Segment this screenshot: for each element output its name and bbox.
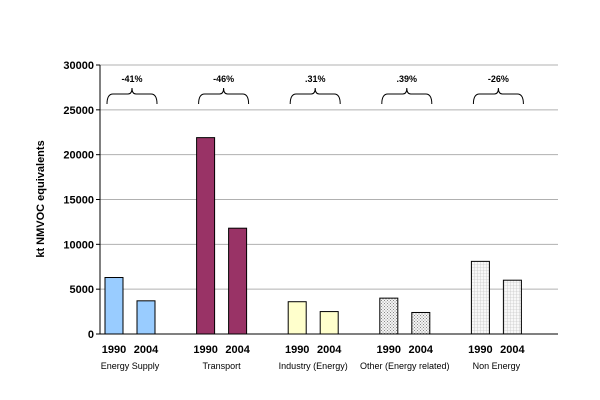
y-axis-label: kt NMVOC equivalents [35, 140, 47, 257]
x-group-label: Industry (Energy) [279, 361, 348, 371]
y-tick-label: 5000 [70, 284, 94, 296]
x-year-label: 2004 [500, 344, 525, 356]
x-year-label: 2004 [317, 344, 342, 356]
bar [379, 297, 399, 335]
bar [319, 311, 339, 335]
x-year-label: 2004 [134, 344, 159, 356]
y-tick-label: 0 [88, 329, 94, 341]
change-brace [198, 87, 250, 105]
x-group-label: Other (Energy related) [360, 361, 450, 371]
change-label: -46% [213, 74, 234, 84]
bar [196, 137, 216, 335]
bars [104, 137, 522, 335]
y-tick-label: 25000 [63, 105, 94, 117]
gridlines [100, 64, 558, 290]
change-brace [381, 87, 433, 105]
y-axis: 0 5000 10000 15000 20000 25000 30000 [63, 60, 101, 341]
bar [502, 279, 522, 335]
y-tick-label: 30000 [63, 60, 94, 72]
y-tick-label: 15000 [63, 195, 94, 207]
change-label: -26% [488, 74, 509, 84]
x-year-label: 1990 [285, 344, 309, 356]
change-brace [289, 87, 341, 105]
change-brace [106, 87, 158, 105]
change-label: .31% [305, 74, 326, 84]
x-group-label: Non Energy [473, 361, 521, 371]
x-group-label: Energy Supply [101, 361, 160, 371]
y-tick-label: 10000 [63, 239, 94, 251]
change-annotations: -41% -46% .31% .39% -26% [106, 74, 524, 105]
x-year-label: 1990 [102, 344, 126, 356]
x-year-label: 2004 [225, 344, 250, 356]
bar [104, 277, 124, 335]
change-label: -41% [121, 74, 142, 84]
bar [136, 300, 156, 335]
change-label: .39% [397, 74, 418, 84]
x-group-label: Transport [203, 361, 242, 371]
bar [470, 260, 490, 335]
bar [287, 301, 307, 335]
x-axis: 1990 2004 Energy Supply 1990 2004 Transport 19… [100, 333, 558, 371]
x-year-label: 1990 [377, 344, 401, 356]
bar [411, 311, 431, 335]
y-tick-label: 20000 [63, 150, 94, 162]
x-year-label: 1990 [193, 344, 217, 356]
change-brace [472, 87, 524, 105]
x-year-label: 2004 [409, 344, 434, 356]
bar [228, 227, 248, 335]
x-year-label: 1990 [468, 344, 492, 356]
